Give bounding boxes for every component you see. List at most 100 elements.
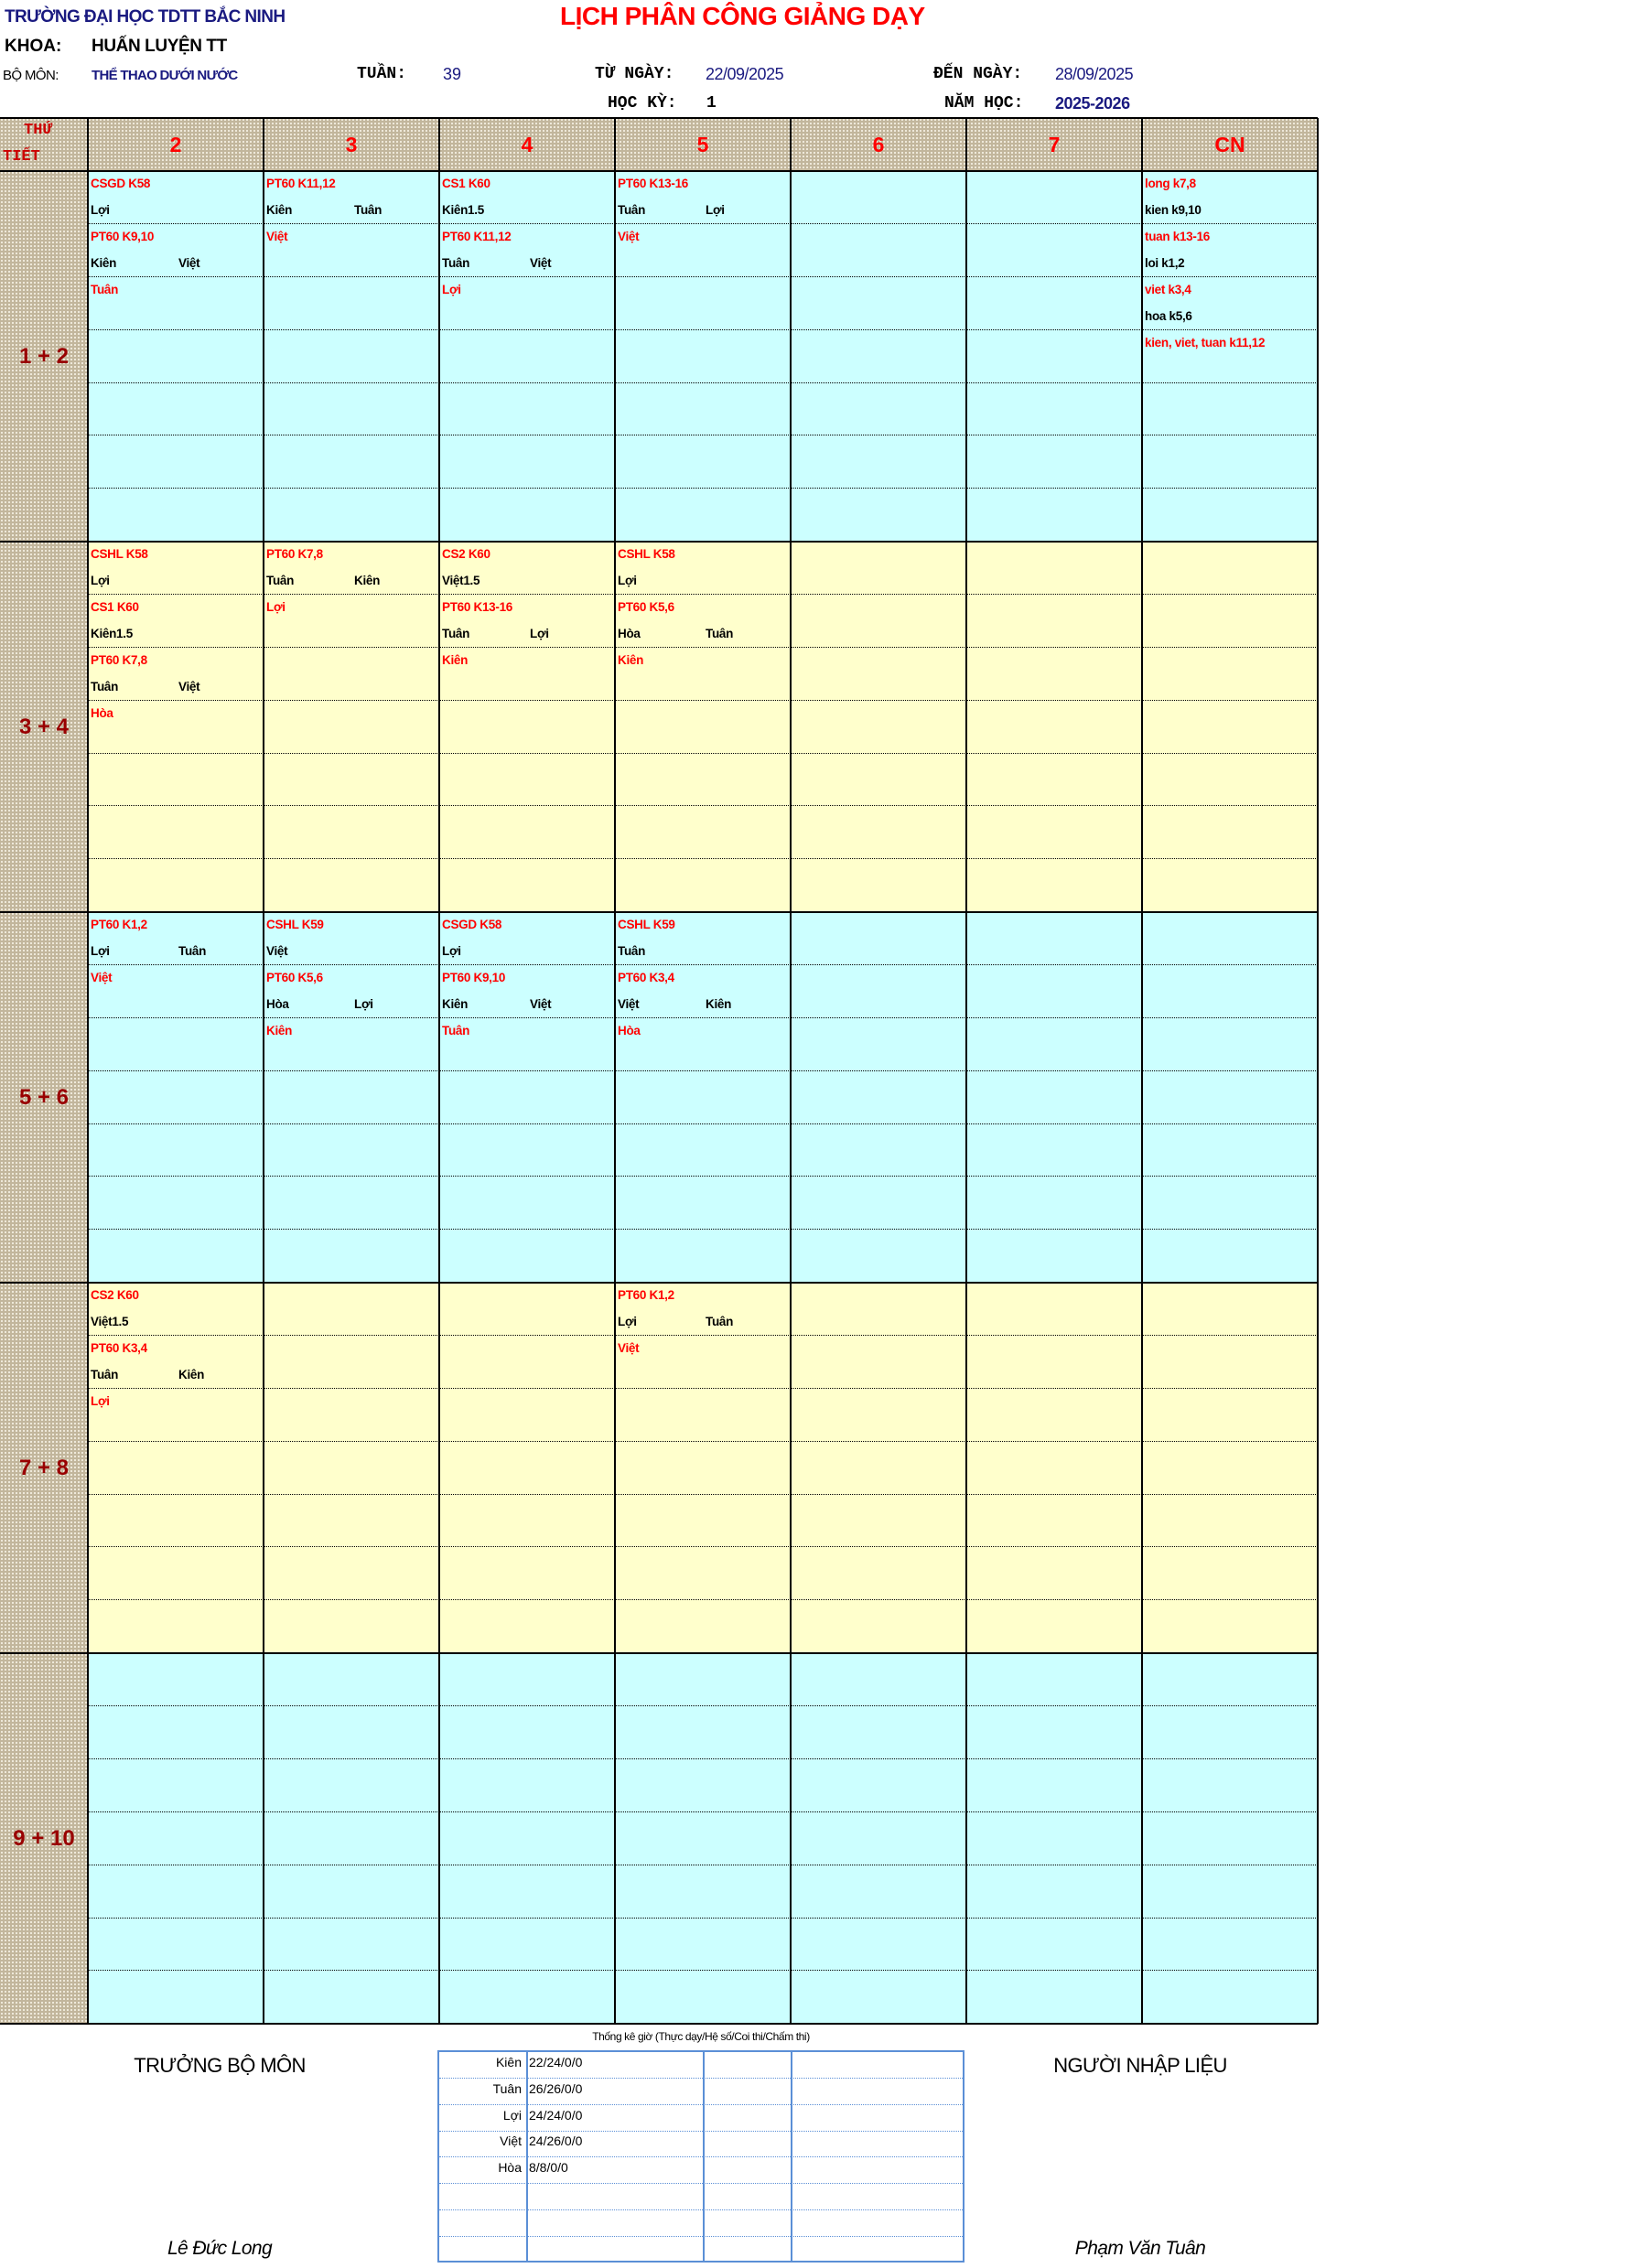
schedule-slot[interactable] (1142, 1071, 1318, 1124)
schedule-slot[interactable] (264, 1865, 439, 1919)
schedule-slot[interactable]: PT60 K9,10 Kiên Việt (439, 965, 615, 1018)
schedule-slot[interactable] (1142, 1812, 1318, 1865)
schedule-slot[interactable] (264, 753, 439, 807)
schedule-slot[interactable]: PT60 K7,8 Tuân Việt (88, 648, 264, 701)
schedule-slot[interactable] (1142, 753, 1318, 807)
schedule-slot[interactable] (264, 1971, 439, 2024)
schedule-slot[interactable] (1142, 1336, 1318, 1389)
schedule-slot[interactable] (615, 330, 791, 383)
schedule-cell[interactable] (615, 1653, 791, 2025)
schedule-cell[interactable] (966, 1283, 1142, 1654)
schedule-slot[interactable] (1142, 1706, 1318, 1759)
schedule-slot[interactable] (439, 1283, 615, 1337)
schedule-slot[interactable]: long k7,8 kien k9,10 (1142, 171, 1318, 224)
schedule-slot[interactable] (615, 1230, 791, 1283)
schedule-slot[interactable]: CSGD K58 Lợi (88, 171, 264, 224)
schedule-slot[interactable] (966, 1177, 1142, 1231)
schedule-slot[interactable] (439, 753, 615, 807)
schedule-slot[interactable] (791, 1812, 966, 1865)
schedule-slot[interactable] (615, 1123, 791, 1177)
schedule-slot[interactable] (791, 1123, 966, 1177)
schedule-slot[interactable] (966, 912, 1142, 966)
schedule-slot[interactable] (791, 1230, 966, 1283)
schedule-slot[interactable] (791, 1494, 966, 1548)
schedule-slot[interactable] (88, 489, 264, 542)
schedule-slot[interactable] (966, 806, 1142, 860)
schedule-slot[interactable] (791, 1759, 966, 1812)
schedule-slot[interactable] (1142, 1177, 1318, 1231)
schedule-slot[interactable] (88, 1759, 264, 1812)
schedule-slot[interactable] (1142, 1494, 1318, 1548)
schedule-slot[interactable] (264, 1389, 439, 1442)
schedule-slot[interactable] (791, 1918, 966, 1972)
schedule-slot[interactable] (1142, 1442, 1318, 1495)
schedule-slot[interactable] (791, 1336, 966, 1389)
schedule-slot[interactable] (88, 753, 264, 807)
schedule-slot[interactable] (966, 1865, 1142, 1919)
schedule-slot[interactable]: Việt (615, 1336, 791, 1389)
schedule-slot[interactable]: Tuân (439, 1018, 615, 1071)
schedule-slot[interactable] (791, 1971, 966, 2024)
schedule-slot[interactable] (264, 1653, 439, 1707)
schedule-slot[interactable] (791, 1018, 966, 1071)
schedule-slot[interactable] (439, 1918, 615, 1972)
schedule-slot[interactable] (264, 1230, 439, 1283)
schedule-slot[interactable]: CS1 K60 Kiên1.5 (439, 171, 615, 224)
schedule-slot[interactable] (1142, 1759, 1318, 1812)
schedule-slot[interactable]: PT60 K13-16 Tuân Lợi (615, 171, 791, 224)
schedule-slot[interactable] (966, 435, 1142, 489)
schedule-slot[interactable] (615, 753, 791, 807)
schedule-slot[interactable]: CSHL K59 Việt (264, 912, 439, 966)
schedule-cell[interactable]: PT60 K1,2 Lợi Tuân Việt (615, 1283, 791, 1654)
schedule-slot[interactable] (1142, 1865, 1318, 1919)
schedule-slot[interactable] (264, 330, 439, 383)
schedule-slot[interactable] (966, 1442, 1142, 1495)
schedule-slot[interactable] (439, 330, 615, 383)
schedule-slot[interactable] (791, 1865, 966, 1919)
schedule-slot[interactable] (966, 1600, 1142, 1653)
schedule-slot[interactable] (966, 859, 1142, 912)
schedule-slot[interactable] (615, 1547, 791, 1601)
schedule-slot[interactable] (1142, 1653, 1318, 1707)
schedule-cell[interactable] (1142, 542, 1318, 913)
schedule-slot[interactable] (264, 648, 439, 701)
schedule-slot[interactable] (88, 1706, 264, 1759)
schedule-slot[interactable] (1142, 965, 1318, 1018)
schedule-slot[interactable] (88, 1653, 264, 1707)
schedule-slot[interactable] (791, 753, 966, 807)
schedule-slot[interactable] (1142, 1123, 1318, 1177)
schedule-slot[interactable]: Hòa (615, 1018, 791, 1071)
schedule-slot[interactable] (615, 1918, 791, 1972)
schedule-cell[interactable] (1142, 912, 1318, 1284)
schedule-slot[interactable] (791, 382, 966, 436)
schedule-slot[interactable] (615, 1494, 791, 1548)
schedule-slot[interactable] (264, 1812, 439, 1865)
schedule-slot[interactable] (439, 1177, 615, 1231)
schedule-slot[interactable] (966, 1494, 1142, 1548)
schedule-slot[interactable] (615, 1071, 791, 1124)
schedule-slot[interactable] (966, 1918, 1142, 1972)
schedule-cell[interactable] (88, 1653, 264, 2025)
schedule-cell[interactable] (791, 542, 966, 913)
schedule-slot[interactable] (966, 1018, 1142, 1071)
schedule-slot[interactable] (791, 965, 966, 1018)
schedule-slot[interactable] (966, 1706, 1142, 1759)
schedule-slot[interactable]: CSHL K59 Tuân (615, 912, 791, 966)
schedule-slot[interactable] (439, 1653, 615, 1707)
schedule-cell[interactable] (966, 912, 1142, 1284)
schedule-slot[interactable]: PT60 K13-16 Tuân Lợi (439, 595, 615, 648)
schedule-slot[interactable]: CS2 K60 Việt1.5 (88, 1283, 264, 1337)
schedule-slot[interactable] (88, 1547, 264, 1601)
schedule-cell[interactable] (791, 171, 966, 543)
schedule-slot[interactable]: Lợi (88, 1389, 264, 1442)
schedule-slot[interactable] (1142, 435, 1318, 489)
schedule-slot[interactable] (439, 1865, 615, 1919)
schedule-slot[interactable] (439, 1706, 615, 1759)
schedule-slot[interactable] (615, 1706, 791, 1759)
schedule-slot[interactable] (615, 1600, 791, 1653)
schedule-slot[interactable] (88, 1230, 264, 1283)
schedule-slot[interactable] (615, 1177, 791, 1231)
schedule-cell[interactable]: PT60 K1,2 Lợi Tuân Việt (88, 912, 264, 1284)
schedule-slot[interactable] (1142, 1918, 1318, 1972)
schedule-cell[interactable]: CSHL K59 Việt PT60 K5,6 Hòa Lợi Kiên (264, 912, 439, 1284)
